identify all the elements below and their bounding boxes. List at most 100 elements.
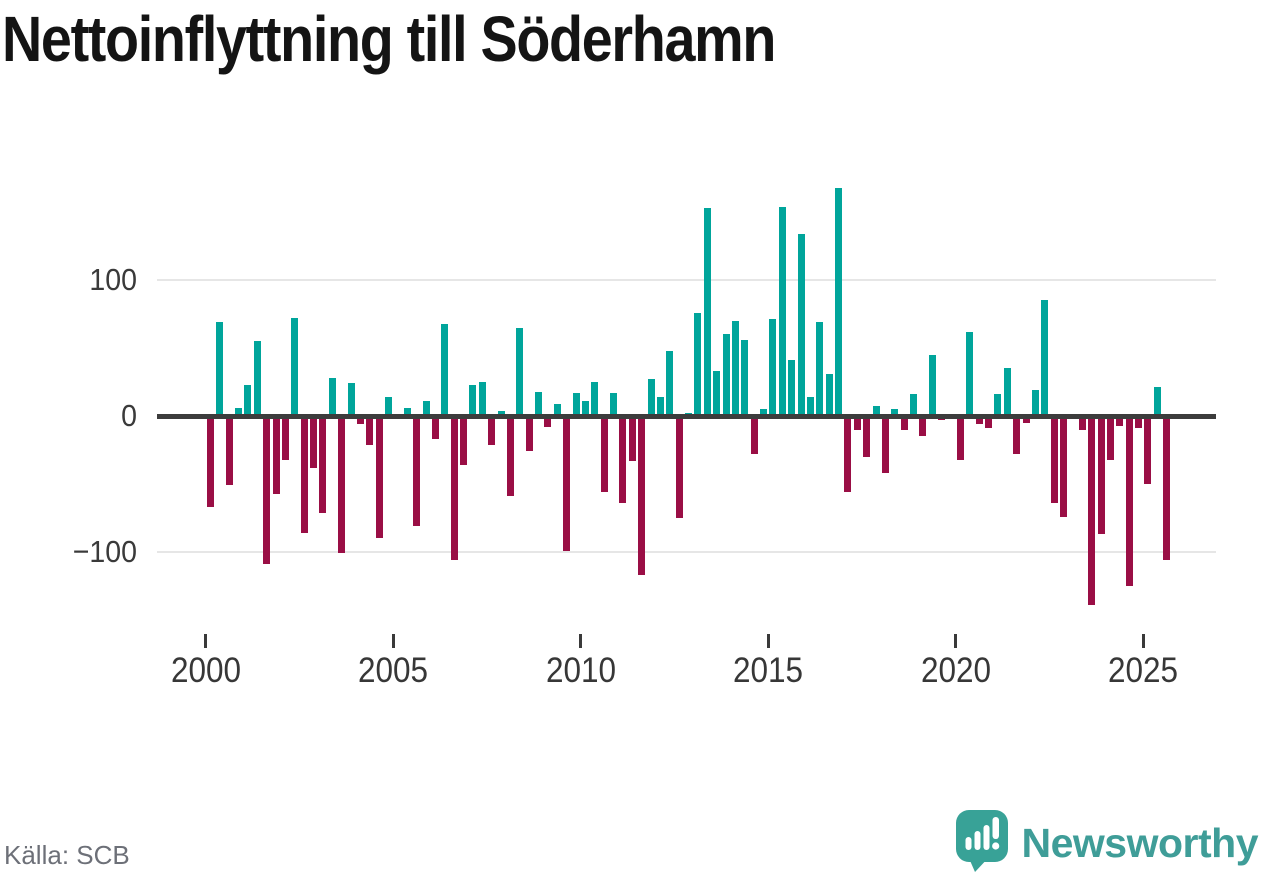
x-axis-tick (391, 634, 395, 648)
bar (300, 416, 308, 533)
bar (647, 379, 655, 416)
chart-title: Nettoinflyttning till Söderhamn (2, 3, 776, 75)
bar (694, 312, 702, 416)
bar (1041, 300, 1049, 416)
bar (516, 327, 524, 416)
bar (910, 394, 918, 416)
bar (328, 377, 336, 416)
newsworthy-logo-icon (955, 810, 1010, 877)
bar (928, 354, 936, 416)
bar (572, 392, 580, 416)
bar (788, 360, 796, 416)
bar (666, 350, 674, 416)
bar (872, 406, 880, 416)
y-axis-label: −100 (72, 534, 137, 569)
x-axis-tick (1141, 634, 1145, 648)
bar (600, 416, 608, 493)
bar (1106, 416, 1114, 460)
bar (985, 416, 993, 429)
bar (460, 416, 468, 465)
bar (431, 416, 439, 440)
bar (422, 401, 430, 416)
bar (263, 416, 271, 565)
bar (591, 382, 599, 416)
bar (956, 416, 964, 460)
bar (881, 416, 889, 474)
bar (216, 322, 224, 416)
y-axis-label: 0 (121, 398, 137, 433)
bar (1003, 368, 1011, 416)
bar (844, 416, 852, 493)
gridline (157, 279, 1216, 281)
bar (722, 334, 730, 416)
bar (450, 416, 458, 561)
bar (244, 384, 252, 416)
newsworthy-brand: Newsworthy (955, 810, 1259, 877)
bar (1135, 416, 1142, 429)
bar (835, 187, 843, 416)
bar (347, 383, 355, 416)
bar (731, 320, 739, 416)
bar (544, 416, 552, 427)
x-axis-tick (579, 634, 583, 648)
bar (338, 416, 346, 554)
bar (863, 416, 871, 457)
bar (1050, 416, 1058, 504)
bar (610, 392, 618, 416)
bar (497, 410, 505, 416)
bar (1153, 387, 1161, 416)
bar (385, 396, 393, 416)
bar (797, 233, 805, 416)
gridline (157, 551, 1216, 553)
bar (1163, 416, 1171, 561)
bar (713, 371, 721, 416)
bar (769, 319, 777, 416)
bar (966, 331, 974, 416)
bar (225, 416, 233, 486)
bar (628, 416, 636, 461)
bar (506, 416, 514, 497)
bar (919, 416, 927, 437)
x-axis-tick (954, 634, 958, 648)
bar (760, 409, 768, 416)
bar (319, 416, 327, 513)
bar (778, 206, 786, 416)
x-axis-label: 2025 (1108, 651, 1179, 690)
bar (291, 318, 299, 416)
x-axis-label: 2000 (170, 651, 241, 690)
bar (469, 384, 477, 416)
bar (638, 416, 646, 576)
bar (206, 416, 214, 508)
x-axis-label: 2010 (545, 651, 616, 690)
bar (1013, 416, 1021, 455)
bar (656, 396, 664, 416)
bar (1116, 416, 1124, 426)
bar (413, 416, 421, 527)
source-label: Källa: SCB (4, 840, 130, 870)
bar (310, 416, 318, 468)
x-axis-tick (766, 634, 770, 648)
newsworthy-wordmark: Newsworthy (1021, 820, 1259, 866)
bar (235, 407, 243, 416)
bar (1022, 416, 1030, 423)
bar (478, 382, 486, 416)
bar (750, 416, 758, 455)
bar (816, 322, 824, 416)
x-axis-label: 2015 (733, 651, 804, 690)
bar (253, 341, 261, 416)
bar (488, 416, 496, 445)
x-axis-label: 2005 (358, 651, 429, 690)
bar (975, 416, 983, 425)
bar (1060, 416, 1068, 517)
bar (525, 416, 533, 452)
bar (356, 416, 364, 425)
bar (375, 416, 383, 539)
y-axis-label: 100 (89, 262, 137, 297)
bar (535, 391, 543, 416)
bar (441, 323, 449, 416)
bar (675, 416, 683, 518)
x-axis-label: 2020 (920, 651, 991, 690)
bar (825, 373, 833, 416)
